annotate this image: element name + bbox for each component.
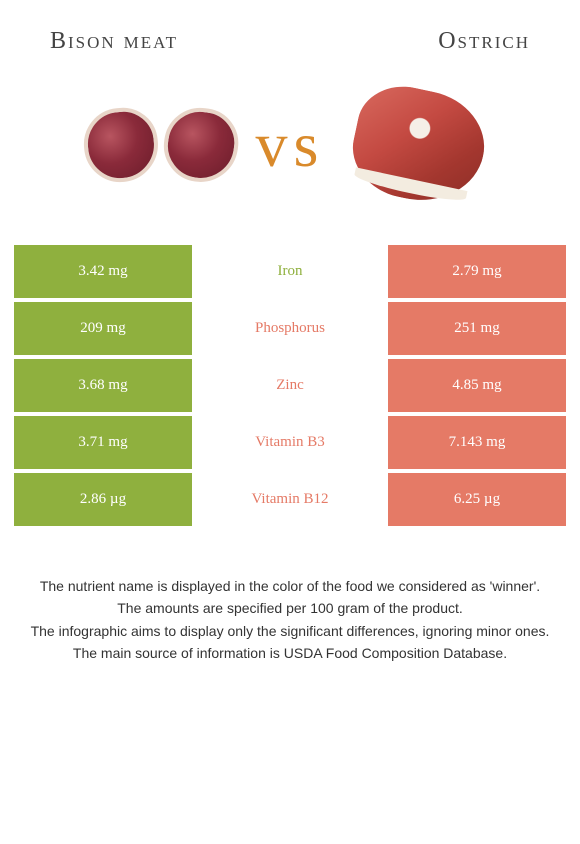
table-row: 2.86 µgVitamin B126.25 µg xyxy=(14,473,566,526)
footer-line: The nutrient name is displayed in the co… xyxy=(18,576,562,596)
images-row: vs xyxy=(0,65,580,235)
table-row: 3.71 mgVitamin B37.143 mg xyxy=(14,416,566,469)
table-row: 209 mgPhosphorus251 mg xyxy=(14,302,566,355)
footer-line: The amounts are specified per 100 gram o… xyxy=(18,598,562,618)
nutrient-name: Vitamin B12 xyxy=(192,473,388,526)
right-value: 6.25 µg xyxy=(388,473,566,526)
footer-line: The main source of information is USDA F… xyxy=(18,643,562,663)
nutrient-name: Vitamin B3 xyxy=(192,416,388,469)
right-value: 4.85 mg xyxy=(388,359,566,412)
left-value: 209 mg xyxy=(14,302,192,355)
nutrient-name: Phosphorus xyxy=(192,302,388,355)
footer-line: The infographic aims to display only the… xyxy=(18,621,562,641)
table-row: 3.68 mgZinc4.85 mg xyxy=(14,359,566,412)
steak-icon xyxy=(344,78,494,213)
right-value: 251 mg xyxy=(388,302,566,355)
left-value: 3.42 mg xyxy=(14,245,192,298)
left-value: 3.68 mg xyxy=(14,359,192,412)
meat-slice-icon xyxy=(80,104,161,185)
left-value: 2.86 µg xyxy=(14,473,192,526)
table-row: 3.42 mgIron2.79 mg xyxy=(14,245,566,298)
ostrich-meat-image xyxy=(334,85,504,205)
right-value: 7.143 mg xyxy=(388,416,566,469)
meat-slice-icon xyxy=(159,103,243,187)
header: Bison meat Ostrich xyxy=(0,0,580,65)
title-right: Ostrich xyxy=(438,28,530,55)
footer-notes: The nutrient name is displayed in the co… xyxy=(0,576,580,663)
right-value: 2.79 mg xyxy=(388,245,566,298)
nutrient-name: Iron xyxy=(192,245,388,298)
left-value: 3.71 mg xyxy=(14,416,192,469)
nutrient-table: 3.42 mgIron2.79 mg209 mgPhosphorus251 mg… xyxy=(14,245,566,526)
nutrient-name: Zinc xyxy=(192,359,388,412)
bison-meat-image xyxy=(76,85,246,205)
title-left: Bison meat xyxy=(50,28,178,55)
vs-label: vs xyxy=(256,108,325,182)
